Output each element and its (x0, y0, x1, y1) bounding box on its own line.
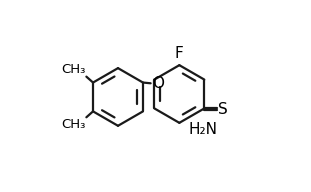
Text: H₂N: H₂N (188, 122, 217, 137)
Text: CH₃: CH₃ (61, 63, 86, 76)
Text: CH₃: CH₃ (61, 118, 86, 131)
Text: O: O (152, 76, 164, 91)
Text: F: F (175, 46, 184, 61)
Text: S: S (218, 102, 228, 117)
